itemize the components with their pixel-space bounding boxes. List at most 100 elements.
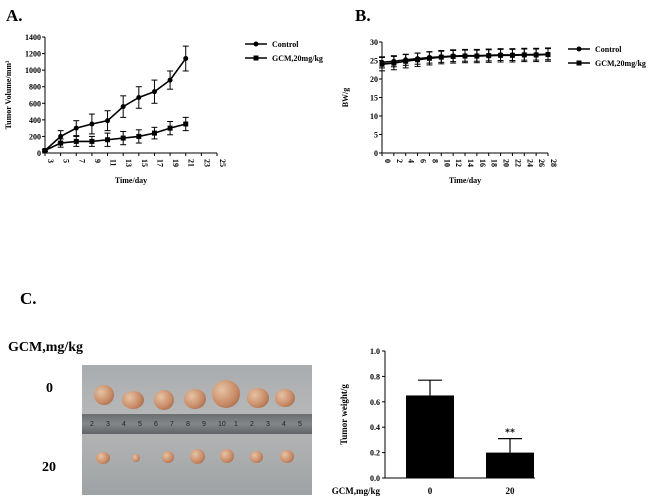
- data-point: [89, 138, 95, 144]
- x-tick-label: 22: [513, 159, 522, 167]
- photo-row-label-20: 20: [42, 460, 56, 475]
- x-tick-label: 19: [171, 159, 180, 167]
- legend-label: Control: [272, 40, 299, 49]
- x-tick-label: 9: [93, 159, 102, 163]
- data-point: [545, 52, 551, 58]
- data-point: [486, 53, 492, 59]
- x-axis-label: GCM,mg/kg: [332, 486, 381, 496]
- x-tick-label: 17: [155, 159, 164, 167]
- ruler-number: 10: [218, 421, 226, 428]
- x-tick-label: 15: [140, 159, 149, 167]
- data-point: [533, 52, 539, 58]
- y-tick-label: 5: [374, 131, 378, 140]
- x-tick-label: 7: [77, 159, 86, 163]
- y-tick-label: 15: [370, 94, 378, 103]
- ruler-number: 9: [202, 421, 206, 428]
- data-point: [89, 121, 95, 127]
- ruler-number: 7: [170, 421, 174, 428]
- x-tick-label: 21: [187, 159, 196, 167]
- panel-c-label: C.: [20, 289, 37, 308]
- tumor-gcm-3: [162, 451, 174, 463]
- ruler-number: 5: [138, 421, 142, 428]
- x-tick-label: 2: [395, 159, 404, 163]
- data-point: [42, 148, 48, 154]
- tumor-control-6: [247, 388, 269, 408]
- x-tick-label: 20: [502, 159, 511, 167]
- y-tick-label: 1.0: [370, 347, 380, 356]
- x-tick-label: 12: [454, 159, 463, 167]
- panel-a-label: A.: [6, 6, 23, 25]
- y-axis-label: Tumor weight/g: [339, 384, 349, 445]
- y-tick-label: 1200: [25, 50, 41, 59]
- y-tick-label: 600: [29, 99, 41, 108]
- y-tick-label: 0.6: [370, 398, 380, 407]
- x-tick-label: 14: [466, 159, 475, 167]
- x-tick-label: 11: [109, 159, 118, 167]
- y-tick-label: 1000: [25, 66, 41, 75]
- x-tick-label: 13: [124, 159, 133, 167]
- x-tick-label: 6: [419, 159, 428, 163]
- legend-label: GCM,20mg/kg: [272, 54, 323, 63]
- data-point: [403, 58, 409, 64]
- data-point: [391, 60, 397, 66]
- data-point: [183, 56, 189, 62]
- x-tick-label: 23: [202, 159, 211, 167]
- y-tick-label: 30: [370, 38, 378, 47]
- tumor-control-5: [212, 380, 240, 408]
- x-axis-label: Time/day: [115, 176, 147, 185]
- ruler-number: 3: [106, 421, 110, 428]
- bar: [406, 395, 454, 478]
- data-point: [136, 94, 142, 100]
- legend-label: Control: [595, 45, 622, 54]
- y-axis-label: BW/g: [341, 88, 350, 108]
- ruler: 2 3 4 5 6 7 8 9 10 1 2 3 4 5: [82, 414, 312, 434]
- ruler-number: 2: [250, 421, 254, 428]
- y-tick-label: 0: [37, 149, 41, 158]
- data-point: [426, 55, 432, 61]
- chart-tumor-volume: 3 5 7 9 11 13 15 17 19 21 23 25 0 200 400 600 800 1000 120…: [4, 33, 323, 185]
- data-point: [73, 138, 79, 144]
- y-tick-label: 400: [29, 116, 41, 125]
- y-tick-label: 0.0: [370, 474, 380, 483]
- x-tick-label: 10: [442, 159, 451, 167]
- tumor-gcm-7: [280, 450, 294, 463]
- x-tick-label: 26: [537, 159, 546, 167]
- tumor-weight-chart-svg: 0.0 0.2 0.4 0.6 0.8 1.0 Tumor weight/g 0 20 ** GCM…: [332, 347, 535, 496]
- x-tick-label: 5: [62, 159, 71, 163]
- data-point: [183, 121, 189, 127]
- chart-tumor-weight: 0.0 0.2 0.4 0.6 0.8 1.0 Tumor weight/g 0 20 ** GCM…: [332, 347, 535, 496]
- photo-row-label-0: 0: [46, 381, 53, 396]
- ruler-number: 1: [234, 421, 238, 428]
- tumor-gcm-2: [132, 454, 140, 462]
- ruler-number: 5: [298, 421, 302, 428]
- data-point: [167, 125, 173, 131]
- y-tick-label: 20: [370, 75, 378, 84]
- data-point: [105, 118, 111, 124]
- tumor-control-4: [184, 389, 206, 409]
- tumor-photo: 2 3 4 5 6 7 8 9 10 1 2 3 4 5: [82, 365, 312, 495]
- y-tick-label: 0.2: [370, 449, 380, 458]
- y-tick-label: 0: [374, 149, 378, 158]
- data-point: [379, 61, 385, 67]
- data-point: [58, 133, 64, 139]
- data-point: [167, 77, 173, 83]
- chart-body-weight: 0 2 4 6 8 10 12 14 16 18 20 22 24 26 28051015202530Tim…: [341, 38, 646, 185]
- y-tick-label: 0.8: [370, 372, 380, 381]
- data-point: [105, 137, 111, 143]
- ruler-number: 2: [90, 421, 94, 428]
- y-tick-label: 10: [370, 112, 378, 121]
- tumor-gcm-6: [250, 451, 263, 463]
- y-tick-label: 25: [370, 57, 378, 66]
- y-tick-label: 1400: [25, 33, 41, 42]
- data-point: [438, 54, 444, 60]
- tumor-gcm-1: [96, 452, 110, 464]
- series-line: [44, 58, 187, 152]
- data-point: [474, 53, 480, 59]
- series-line: [44, 123, 186, 152]
- x-tick-label: 28: [549, 159, 558, 167]
- y-tick-label: 800: [29, 83, 41, 92]
- x-tick-label: 0: [428, 486, 433, 496]
- y-tick-label: 200: [29, 132, 41, 141]
- data-point: [521, 52, 527, 58]
- bar: [486, 452, 534, 478]
